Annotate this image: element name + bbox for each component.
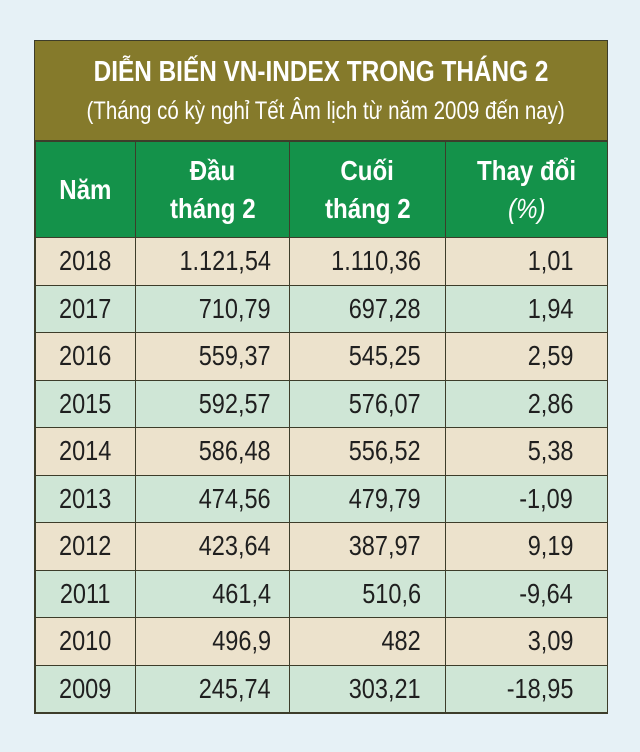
end-value-cell: 303,21 [289,664,446,713]
start-value-cell: 245,74 [135,664,290,713]
change-value-cell: 2,86 [445,379,608,428]
table-title: DIỄN BIẾN VN-INDEX TRONG THÁNG 2 [93,56,549,88]
vnindex-table-card: DIỄN BIẾN VN-INDEX TRONG THÁNG 2 (Tháng … [34,40,608,714]
year-cell: 2017 [35,284,136,333]
start-value-cell: 710,79 [135,284,290,333]
table-row: 2009 245,74 303,21 -18,95 [35,664,608,713]
table-row: 2016 559,37 545,25 2,59 [35,332,608,381]
title-block: DIỄN BIẾN VN-INDEX TRONG THÁNG 2 (Tháng … [35,41,607,141]
end-value-cell: 545,25 [289,332,446,381]
header-change-percent: Thay đổi (%) [445,141,608,238]
header-year: Năm [35,141,136,238]
table-row: 2011 461,4 510,6 -9,64 [35,569,608,618]
start-value-cell: 423,64 [135,522,290,571]
data-table: Năm Đầu tháng 2 Cuối tháng 2 Thay đổi (%… [35,141,608,713]
table-row: 2014 586,48 556,52 5,38 [35,427,608,476]
table-subtitle: (Tháng có kỳ nghỉ Tết Âm lịch từ năm 200… [86,97,565,125]
start-value-cell: 1.121,54 [135,237,290,286]
start-value-cell: 586,48 [135,427,290,476]
table-body: 2018 1.121,54 1.110,36 1,01 2017 710,79 697,28… [35,237,608,713]
start-value-cell: 592,57 [135,379,290,428]
change-value-cell: 9,19 [445,522,608,571]
end-value-cell: 556,52 [289,427,446,476]
change-value-cell: -1,09 [445,474,608,523]
start-value-cell: 474,56 [135,474,290,523]
change-value-cell: 1,01 [445,237,608,286]
end-value-cell: 1.110,36 [289,237,446,286]
year-cell: 2010 [35,617,136,666]
start-value-cell: 461,4 [135,569,290,618]
year-cell: 2012 [35,522,136,571]
start-value-cell: 496,9 [135,617,290,666]
header-row: Năm Đầu tháng 2 Cuối tháng 2 Thay đổi (%… [35,141,608,238]
year-cell: 2018 [35,237,136,286]
end-value-cell: 479,79 [289,474,446,523]
year-cell: 2016 [35,332,136,381]
year-cell: 2014 [35,427,136,476]
change-value-cell: 2,59 [445,332,608,381]
change-value-cell: 3,09 [445,617,608,666]
change-value-cell: -9,64 [445,569,608,618]
end-value-cell: 510,6 [289,569,446,618]
table-row: 2015 592,57 576,07 2,86 [35,379,608,428]
change-value-cell: 1,94 [445,284,608,333]
change-value-cell: 5,38 [445,427,608,476]
header-end-of-month: Cuối tháng 2 [289,141,446,238]
end-value-cell: 576,07 [289,379,446,428]
table-row: 2013 474,56 479,79 -1,09 [35,474,608,523]
end-value-cell: 697,28 [289,284,446,333]
table-row: 2012 423,64 387,97 9,19 [35,522,608,571]
table-row: 2017 710,79 697,28 1,94 [35,284,608,333]
table-row: 2010 496,9 482 3,09 [35,617,608,666]
year-cell: 2009 [35,664,136,713]
start-value-cell: 559,37 [135,332,290,381]
change-value-cell: -18,95 [445,664,608,713]
year-cell: 2011 [35,569,136,618]
table-row: 2018 1.121,54 1.110,36 1,01 [35,237,608,286]
header-start-of-month: Đầu tháng 2 [135,141,290,238]
end-value-cell: 387,97 [289,522,446,571]
end-value-cell: 482 [289,617,446,666]
year-cell: 2013 [35,474,136,523]
year-cell: 2015 [35,379,136,428]
